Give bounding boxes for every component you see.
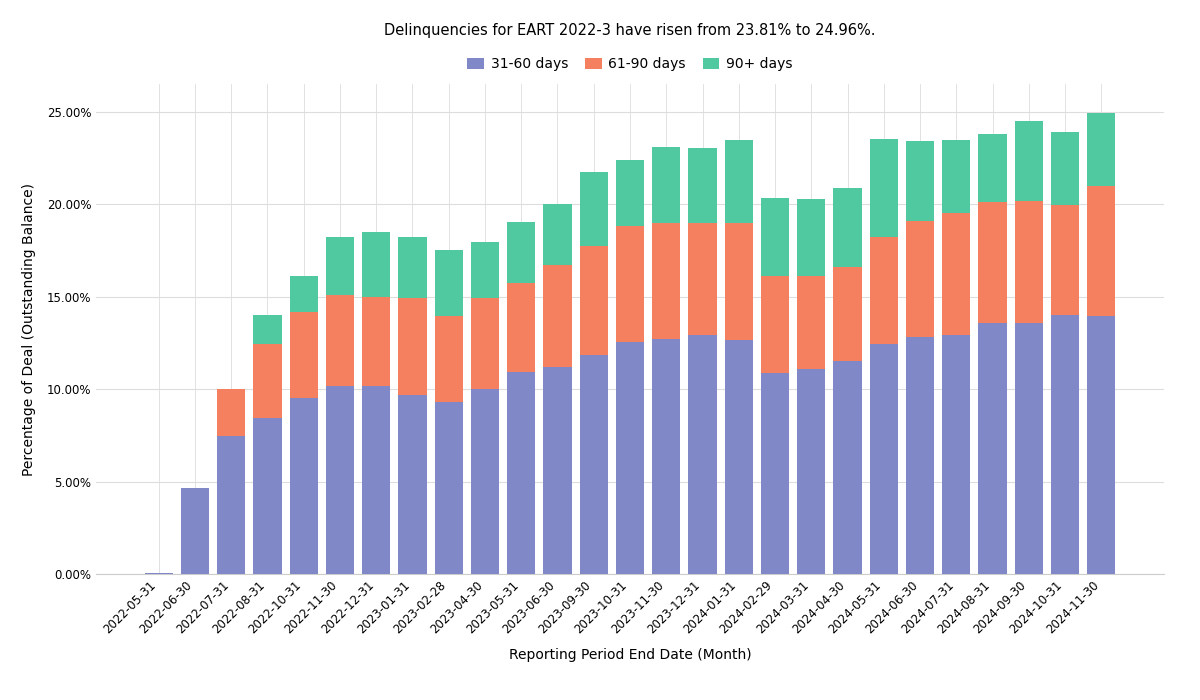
Bar [761, 276, 790, 373]
Bar [942, 335, 971, 574]
Bar [1051, 132, 1079, 205]
Bar [289, 312, 318, 398]
Bar [398, 395, 427, 574]
Bar [144, 573, 173, 574]
Bar [906, 220, 934, 337]
Bar [217, 436, 245, 574]
Bar [942, 214, 971, 335]
Bar [544, 265, 571, 367]
Bar [580, 355, 608, 574]
Bar [434, 316, 463, 402]
Bar [689, 223, 716, 335]
Bar [434, 251, 463, 316]
Bar [761, 373, 790, 574]
Bar [398, 298, 427, 395]
Bar [470, 242, 499, 298]
Bar [797, 199, 826, 276]
Bar [978, 323, 1007, 574]
Bar [833, 361, 862, 574]
Bar [544, 367, 571, 574]
Bar [508, 222, 535, 283]
Bar [217, 389, 245, 436]
Bar [326, 386, 354, 574]
Bar [580, 172, 608, 246]
Bar [616, 160, 644, 226]
Bar [725, 223, 752, 340]
Bar [544, 204, 571, 265]
Bar [1015, 202, 1043, 323]
Bar [362, 297, 390, 386]
Bar [508, 283, 535, 372]
Bar [434, 402, 463, 574]
Bar [797, 369, 826, 574]
Bar [761, 197, 790, 276]
Bar [289, 276, 318, 312]
Bar [652, 223, 680, 340]
Bar [1051, 205, 1079, 315]
Bar [725, 340, 752, 574]
Bar [652, 340, 680, 574]
Bar [362, 386, 390, 574]
Bar [725, 141, 752, 223]
Bar [942, 141, 971, 214]
Bar [616, 226, 644, 342]
Bar [689, 148, 716, 223]
Bar [833, 188, 862, 267]
Bar [253, 344, 282, 418]
Bar [906, 337, 934, 574]
Legend: 31-60 days, 61-90 days, 90+ days: 31-60 days, 61-90 days, 90+ days [462, 52, 798, 77]
Bar [797, 276, 826, 369]
Bar [652, 147, 680, 223]
Bar [870, 344, 898, 574]
Bar [470, 298, 499, 389]
Bar [978, 202, 1007, 323]
Bar [870, 237, 898, 344]
Bar [289, 398, 318, 574]
Bar [689, 335, 716, 574]
Bar [833, 267, 862, 361]
Y-axis label: Percentage of Deal (Outstanding Balance): Percentage of Deal (Outstanding Balance) [22, 183, 36, 475]
Bar [508, 372, 535, 574]
Bar [580, 246, 608, 355]
Bar [1015, 121, 1043, 202]
Bar [253, 315, 282, 344]
Bar [470, 389, 499, 574]
Bar [253, 418, 282, 574]
Bar [326, 295, 354, 386]
Bar [362, 232, 390, 297]
Bar [978, 134, 1007, 202]
Bar [1087, 113, 1116, 186]
Bar [1087, 186, 1116, 316]
Bar [616, 342, 644, 574]
Bar [1051, 315, 1079, 574]
Bar [1087, 316, 1116, 574]
Bar [906, 141, 934, 220]
Bar [398, 237, 427, 298]
Bar [181, 488, 209, 574]
X-axis label: Reporting Period End Date (Month): Reporting Period End Date (Month) [509, 648, 751, 661]
Bar [870, 139, 898, 237]
Title: Delinquencies for EART 2022-3 have risen from 23.81% to 24.96%.: Delinquencies for EART 2022-3 have risen… [384, 23, 876, 38]
Bar [326, 237, 354, 295]
Bar [1015, 323, 1043, 574]
